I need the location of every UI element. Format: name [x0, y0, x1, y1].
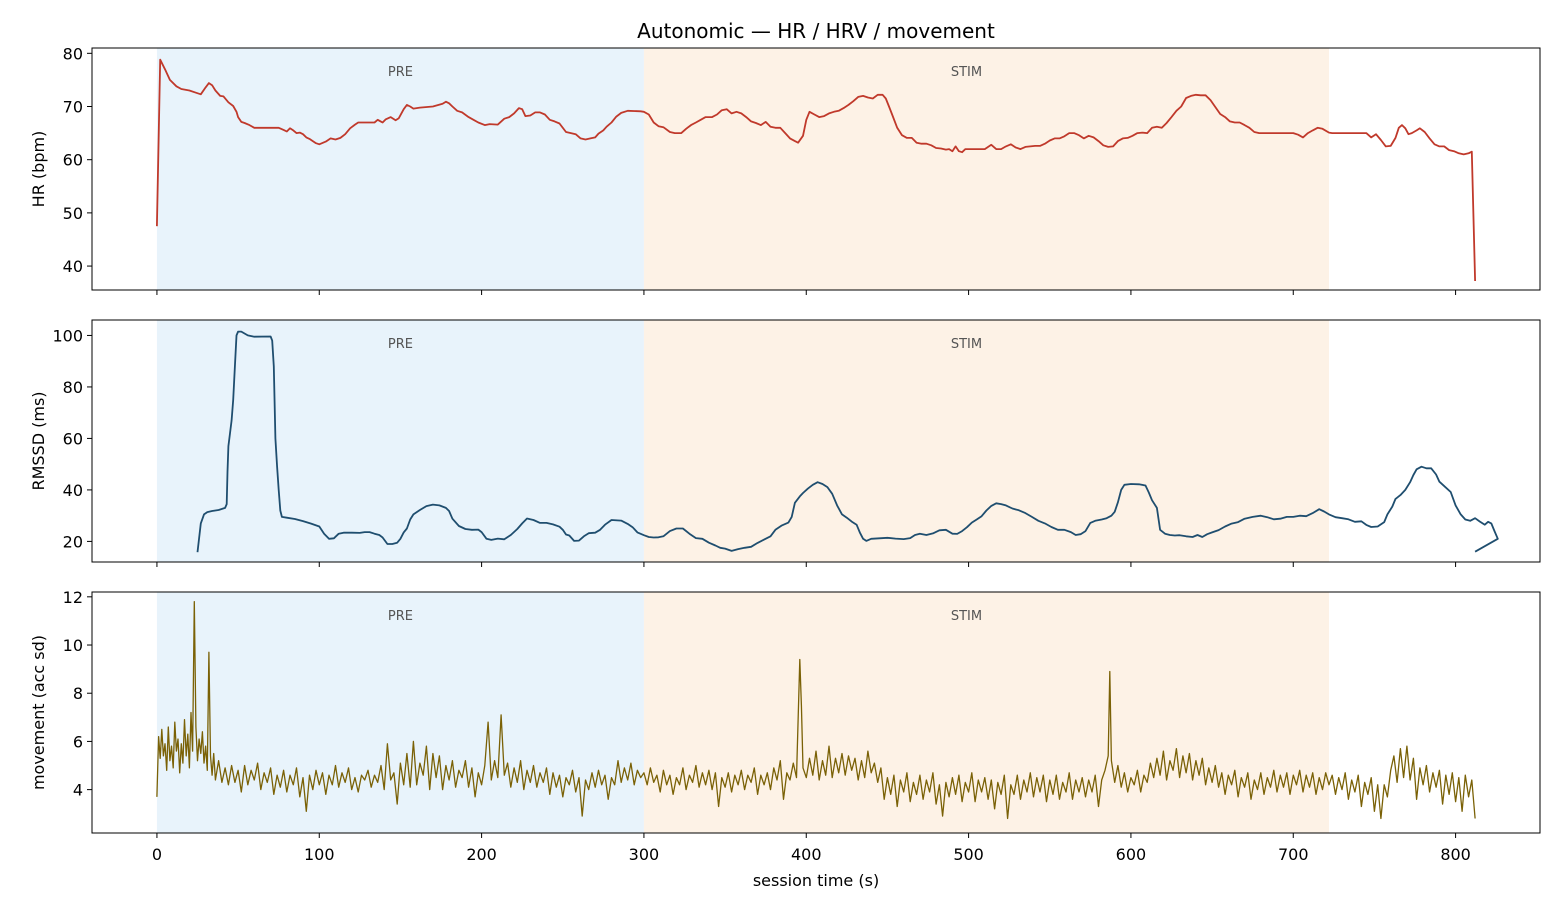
phase-label-stim: STIM — [951, 65, 982, 80]
panel-1: PRE STIM 40 50 60 70 80 HR (bpm) — [29, 44, 1541, 295]
x-tick-label: 500 — [953, 845, 984, 864]
y-axis-label: RMSSD (ms) — [29, 391, 48, 490]
phase-band-stim — [643, 320, 1329, 562]
x-tick-label: 700 — [1278, 845, 1309, 864]
phase-label-pre: PRE — [388, 337, 413, 352]
y-tick-label: 6 — [73, 732, 83, 751]
y-tick-label: 40 — [63, 481, 83, 500]
y-axis-label: HR (bpm) — [29, 131, 48, 208]
x-tick-label: 200 — [466, 845, 497, 864]
y-tick-label: 8 — [73, 684, 83, 703]
y-tick-label: 4 — [73, 781, 83, 800]
x-tick-label: 400 — [791, 845, 822, 864]
chart-title: Autonomic — HR / HRV / movement — [637, 19, 995, 43]
y-tick-label: 60 — [63, 429, 83, 448]
y-tick-label: 10 — [63, 636, 83, 655]
phase-label-pre: PRE — [388, 65, 413, 80]
phase-band-stim — [643, 48, 1329, 290]
x-axis-label: session time (s) — [753, 871, 879, 890]
y-tick-label: 12 — [63, 588, 83, 607]
y-axis-label: movement (acc sd) — [29, 635, 48, 790]
y-tick-label: 60 — [63, 151, 83, 170]
panel-frame — [91, 319, 1541, 563]
y-tick-label: 50 — [63, 204, 83, 223]
phase-label-stim: STIM — [951, 337, 982, 352]
x-tick-label: 300 — [629, 845, 660, 864]
y-tick-label: 100 — [52, 326, 83, 345]
panel-3: PRE STIM 4 6 8 10 12 movement (acc sd) 0 100 200 30… — [29, 588, 1541, 864]
x-tick-label: 100 — [304, 845, 335, 864]
phase-band-pre — [156, 48, 644, 290]
phase-label-stim: STIM — [951, 609, 982, 624]
series-line-2 — [196, 330, 1499, 553]
y-tick-label: 70 — [63, 98, 83, 117]
series-line-1 — [156, 58, 1476, 282]
phase-band-pre — [156, 320, 644, 562]
x-tick-label: 0 — [152, 845, 162, 864]
phase-band-pre — [156, 592, 644, 833]
panel-frame — [91, 591, 1541, 834]
x-tick-label: 600 — [1116, 845, 1147, 864]
series-line-3 — [156, 600, 1476, 820]
phase-band-stim — [643, 592, 1329, 833]
y-tick-label: 80 — [63, 378, 83, 397]
phase-label-pre: PRE — [388, 609, 413, 624]
panel-2: PRE STIM 20 40 60 80 100 RMSSD (ms) — [29, 319, 1541, 567]
y-tick-label: 40 — [63, 257, 83, 276]
y-tick-label: 80 — [63, 44, 83, 63]
y-tick-label: 20 — [63, 532, 83, 551]
x-tick-label: 800 — [1440, 845, 1471, 864]
panel-frame — [91, 47, 1541, 291]
